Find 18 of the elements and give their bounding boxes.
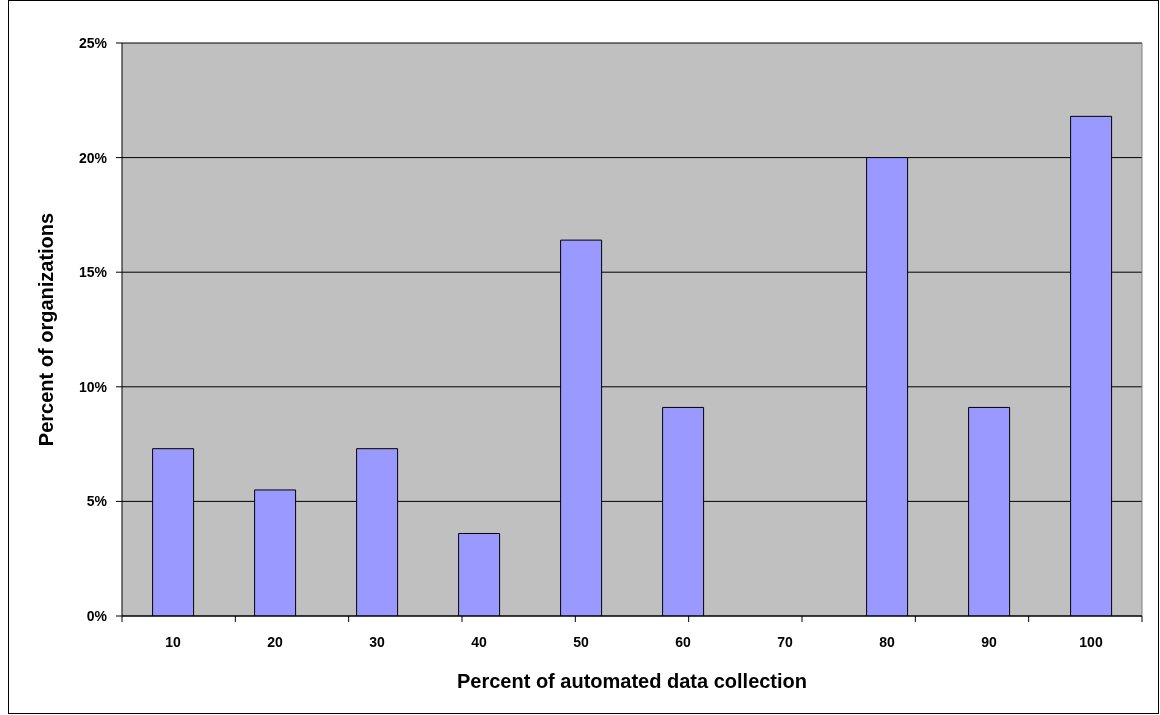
y-tick-label: 0% <box>86 607 108 624</box>
x-axis-title: Percent of automated data collection <box>456 670 808 692</box>
y-axis-title: Percent of organizations <box>35 212 57 447</box>
y-tick-label: 10% <box>78 378 108 395</box>
y-tick-label: 15% <box>78 264 108 281</box>
x-tick-label: 50 <box>573 633 589 650</box>
y-tick-label: 25% <box>78 34 108 51</box>
x-tick-label: 100 <box>1079 633 1103 650</box>
x-tick-label: 70 <box>777 633 793 650</box>
x-tick-label: 80 <box>879 633 895 650</box>
x-tick-label: 40 <box>471 633 487 650</box>
y-tick-label: 5% <box>86 493 108 510</box>
x-tick-label: 20 <box>267 633 283 650</box>
y-tick-label: 20% <box>78 149 108 166</box>
x-tick-label: 30 <box>369 633 385 650</box>
x-tick-label: 60 <box>675 633 691 650</box>
x-tick-label: 90 <box>981 633 997 650</box>
x-tick-label: 10 <box>165 633 181 650</box>
